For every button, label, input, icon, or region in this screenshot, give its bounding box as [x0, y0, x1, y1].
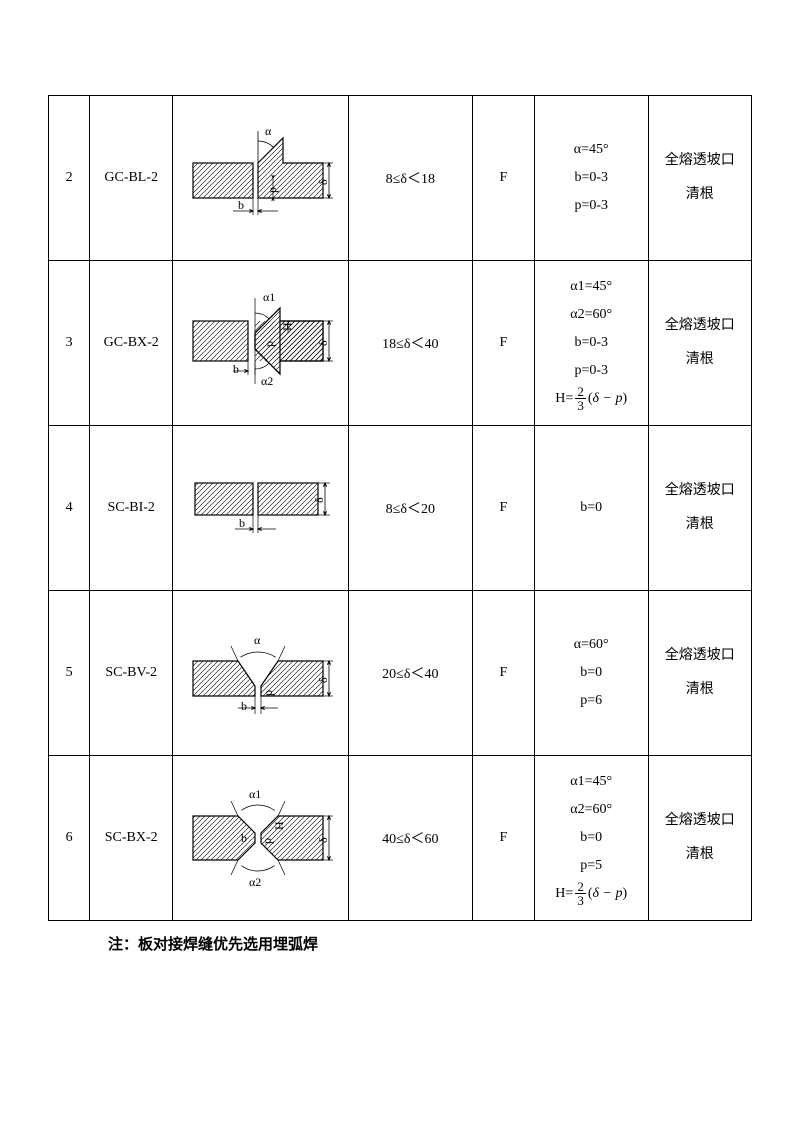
row-remark: 全熔透坡口清根	[648, 426, 751, 591]
row-code: GC-BX-2	[90, 261, 173, 426]
row-diagram: bδ	[173, 426, 349, 591]
row-remark: 全熔透坡口清根	[648, 756, 751, 921]
svg-text:p: p	[260, 838, 274, 844]
svg-text:α1: α1	[263, 290, 275, 304]
row-code: SC-BX-2	[90, 756, 173, 921]
row-range: 40≤δ＜60	[348, 756, 472, 921]
row-code: SC-BV-2	[90, 591, 173, 756]
svg-text:b: b	[241, 699, 247, 713]
row-range: 20≤δ＜40	[348, 591, 472, 756]
row-position: F	[472, 261, 534, 426]
row-position: F	[472, 591, 534, 756]
svg-text:δ: δ	[316, 677, 330, 683]
row-num: 2	[49, 96, 90, 261]
svg-text:δ: δ	[312, 497, 326, 503]
row-position: F	[472, 96, 534, 261]
weld-groove-table: 2GC-BL-2αbpδ8≤δ＜18Fα=45°b=0-3p=0-3全熔透坡口清…	[48, 95, 752, 921]
row-num: 6	[49, 756, 90, 921]
table-row: 5SC-BV-2 α b p δ 20≤δ＜40Fα=60°b=0p=6全熔透坡口清根	[49, 591, 752, 756]
svg-text:H: H	[272, 821, 286, 830]
svg-text:δ: δ	[316, 340, 330, 346]
row-range: 8≤δ＜20	[348, 426, 472, 591]
row-remark: 全熔透坡口清根	[648, 261, 751, 426]
row-params: α=60°b=0p=6	[534, 591, 648, 756]
svg-text:b: b	[233, 362, 239, 376]
svg-text:α: α	[254, 633, 261, 647]
table-row: 6SC-BX-2 α1 α2 b Hp δ 40≤δ＜60Fα1=45°α2=60°b=0p…	[49, 756, 752, 921]
svg-text:b: b	[238, 198, 244, 212]
row-range: 18≤δ＜40	[348, 261, 472, 426]
svg-text:p: p	[265, 187, 279, 193]
svg-text:p: p	[261, 690, 275, 696]
svg-text:α2: α2	[261, 374, 273, 388]
svg-text:b: b	[239, 516, 245, 530]
table-row: 2GC-BL-2 α b p δ 8≤δ＜18Fα=45°b=0-3p=0-3全熔透坡口清…	[49, 96, 752, 261]
row-params: α=45°b=0-3p=0-3	[534, 96, 648, 261]
row-remark: 全熔透坡口清根	[648, 591, 751, 756]
svg-text:δ: δ	[316, 179, 330, 185]
row-diagram: α b p δ	[173, 96, 349, 261]
row-num: 3	[49, 261, 90, 426]
svg-text:α2: α2	[249, 875, 261, 889]
row-params: α1=45°α2=60°b=0p=5H=23(δ − p)	[534, 756, 648, 921]
row-range: 8≤δ＜18	[348, 96, 472, 261]
svg-text:p: p	[262, 341, 276, 347]
row-params: b=0	[534, 426, 648, 591]
svg-text:α1: α1	[249, 787, 261, 801]
table-row: 4SC-BI-2bδ8≤δ＜20Fb=0全熔透坡口清根	[49, 426, 752, 591]
footnote: 注：板对接焊缝优先选用埋弧焊	[108, 933, 752, 954]
svg-text:b: b	[241, 831, 247, 845]
row-num: 4	[49, 426, 90, 591]
row-diagram: α1 α2 b Hp δ	[173, 261, 349, 426]
row-remark: 全熔透坡口清根	[648, 96, 751, 261]
row-diagram: α1 α2 b Hp δ	[173, 756, 349, 921]
row-code: SC-BI-2	[90, 426, 173, 591]
row-position: F	[472, 426, 534, 591]
svg-text:δ: δ	[316, 837, 330, 843]
row-diagram: α b p δ	[173, 591, 349, 756]
table-row: 3GC-BX-2 α1 α2 b Hp δ 18≤δ＜40Fα1=45°α2=60°b=0-…	[49, 261, 752, 426]
svg-text:H: H	[280, 322, 294, 331]
row-params: α1=45°α2=60°b=0-3p=0-3H=23(δ − p)	[534, 261, 648, 426]
row-position: F	[472, 756, 534, 921]
row-num: 5	[49, 591, 90, 756]
row-code: GC-BL-2	[90, 96, 173, 261]
svg-text:α: α	[265, 124, 272, 138]
